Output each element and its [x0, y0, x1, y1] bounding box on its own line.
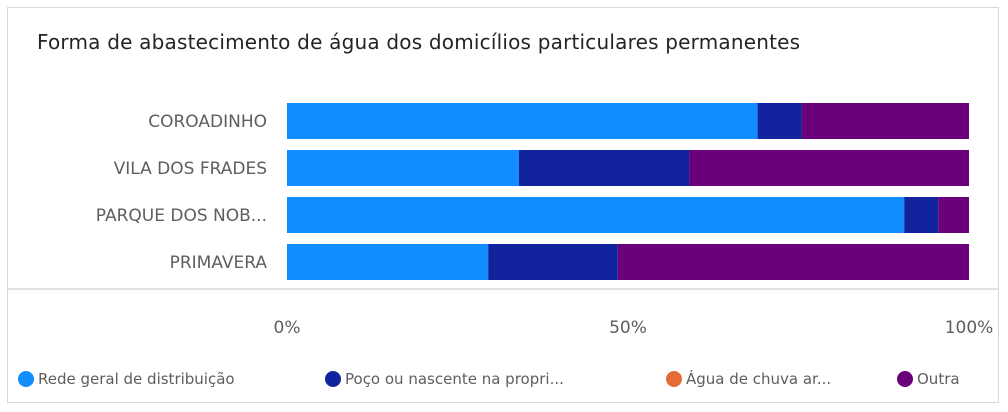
bar-segment-2[interactable]: [904, 197, 939, 233]
bar-segment-1[interactable]: [287, 103, 758, 139]
bar-segment-4[interactable]: [938, 197, 969, 233]
bar-segment-1[interactable]: [287, 197, 905, 233]
legend-label: Outra: [917, 370, 960, 388]
legend-swatch: [325, 371, 341, 387]
bar-segment-2[interactable]: [518, 150, 690, 186]
category-label: VILA DOS FRADES: [114, 159, 267, 179]
x-tick-label: 0%: [274, 318, 301, 338]
legend-label: Rede geral de distribuição: [38, 370, 235, 388]
legend-item-2[interactable]: Poço ou nascente na propri...: [325, 370, 564, 388]
category-label: COROADINHO: [148, 112, 267, 132]
legend-item-3[interactable]: Água de chuva ar...: [666, 370, 831, 388]
x-tick-label: 100%: [945, 318, 994, 338]
bar-segment-1[interactable]: [287, 244, 489, 280]
legend-label: Poço ou nascente na propri...: [345, 370, 564, 388]
category-label: PARQUE DOS NOB...: [96, 206, 267, 226]
bar-segment-4[interactable]: [801, 103, 969, 139]
legend-swatch: [18, 371, 34, 387]
bar-segment-4[interactable]: [617, 244, 969, 280]
category-label: PRIMAVERA: [170, 253, 268, 273]
legend-item-4[interactable]: Outra: [897, 370, 960, 388]
legend-label: Água de chuva ar...: [686, 370, 832, 388]
bar-segment-1[interactable]: [287, 150, 519, 186]
legend-swatch: [897, 371, 913, 387]
x-tick-label: 50%: [609, 318, 647, 338]
bar-segment-2[interactable]: [488, 244, 618, 280]
legend-swatch: [666, 371, 682, 387]
legend-item-1[interactable]: Rede geral de distribuição: [18, 370, 235, 388]
chart-title: Forma de abastecimento de água dos domic…: [37, 30, 801, 54]
bar-segment-4[interactable]: [689, 150, 969, 186]
bar-segment-2[interactable]: [757, 103, 802, 139]
